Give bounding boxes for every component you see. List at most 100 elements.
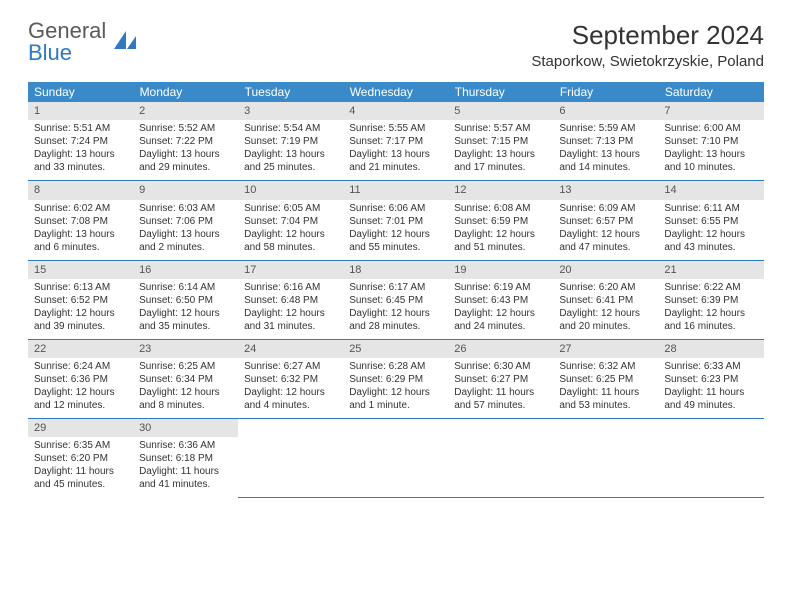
day-number-cell: 27 [553, 339, 658, 358]
day-content-cell: Sunrise: 6:06 AMSunset: 7:01 PMDaylight:… [343, 200, 448, 261]
day-header: Sunday [28, 82, 133, 102]
sunset-text: Sunset: 6:41 PM [559, 294, 652, 307]
daylight-text: Daylight: 11 hours and 57 minutes. [454, 386, 547, 412]
day-number-cell [658, 419, 763, 438]
day-header: Thursday [448, 82, 553, 102]
day-number-cell: 19 [448, 260, 553, 279]
sunrise-text: Sunrise: 6:25 AM [139, 360, 232, 373]
sunset-text: Sunset: 6:59 PM [454, 215, 547, 228]
sunset-text: Sunset: 6:45 PM [349, 294, 442, 307]
sunrise-text: Sunrise: 5:52 AM [139, 122, 232, 135]
sunrise-text: Sunrise: 6:08 AM [454, 202, 547, 215]
daylight-text: Daylight: 11 hours and 53 minutes. [559, 386, 652, 412]
day-number-cell: 1 [28, 102, 133, 120]
sunrise-text: Sunrise: 6:32 AM [559, 360, 652, 373]
sunset-text: Sunset: 7:13 PM [559, 135, 652, 148]
daylight-text: Daylight: 12 hours and 35 minutes. [139, 307, 232, 333]
sunrise-text: Sunrise: 5:54 AM [244, 122, 337, 135]
day-number-cell: 13 [553, 181, 658, 200]
daylight-text: Daylight: 12 hours and 28 minutes. [349, 307, 442, 333]
daylight-text: Daylight: 12 hours and 55 minutes. [349, 228, 442, 254]
sunset-text: Sunset: 7:17 PM [349, 135, 442, 148]
daynum-row: 22232425262728 [28, 339, 764, 358]
sunset-text: Sunset: 7:01 PM [349, 215, 442, 228]
daylight-text: Daylight: 13 hours and 6 minutes. [34, 228, 127, 254]
sunrise-text: Sunrise: 6:36 AM [139, 439, 232, 452]
daylight-text: Daylight: 11 hours and 45 minutes. [34, 465, 127, 491]
daynum-row: 1234567 [28, 102, 764, 120]
day-content-cell [658, 437, 763, 497]
day-number-cell: 4 [343, 102, 448, 120]
day-number-cell: 24 [238, 339, 343, 358]
daylight-text: Daylight: 12 hours and 31 minutes. [244, 307, 337, 333]
sunrise-text: Sunrise: 6:05 AM [244, 202, 337, 215]
content-row: Sunrise: 6:13 AMSunset: 6:52 PMDaylight:… [28, 279, 764, 340]
sunrise-text: Sunrise: 6:20 AM [559, 281, 652, 294]
day-content-cell: Sunrise: 6:25 AMSunset: 6:34 PMDaylight:… [133, 358, 238, 419]
day-header-row: Sunday Monday Tuesday Wednesday Thursday… [28, 82, 764, 102]
sail-icon [112, 29, 138, 56]
day-content-cell: Sunrise: 6:02 AMSunset: 7:08 PMDaylight:… [28, 200, 133, 261]
sunset-text: Sunset: 7:24 PM [34, 135, 127, 148]
day-header: Tuesday [238, 82, 343, 102]
daylight-text: Daylight: 13 hours and 25 minutes. [244, 148, 337, 174]
sunrise-text: Sunrise: 6:27 AM [244, 360, 337, 373]
daylight-text: Daylight: 13 hours and 10 minutes. [664, 148, 757, 174]
sunset-text: Sunset: 6:23 PM [664, 373, 757, 386]
sunset-text: Sunset: 6:55 PM [664, 215, 757, 228]
day-content-cell: Sunrise: 6:20 AMSunset: 6:41 PMDaylight:… [553, 279, 658, 340]
daylight-text: Daylight: 13 hours and 29 minutes. [139, 148, 232, 174]
daylight-text: Daylight: 11 hours and 41 minutes. [139, 465, 232, 491]
day-content-cell: Sunrise: 5:52 AMSunset: 7:22 PMDaylight:… [133, 120, 238, 181]
day-header: Wednesday [343, 82, 448, 102]
daylight-text: Daylight: 12 hours and 43 minutes. [664, 228, 757, 254]
sunset-text: Sunset: 7:15 PM [454, 135, 547, 148]
sunrise-text: Sunrise: 6:22 AM [664, 281, 757, 294]
day-content-cell: Sunrise: 5:57 AMSunset: 7:15 PMDaylight:… [448, 120, 553, 181]
daylight-text: Daylight: 12 hours and 4 minutes. [244, 386, 337, 412]
day-number-cell: 5 [448, 102, 553, 120]
sunset-text: Sunset: 6:20 PM [34, 452, 127, 465]
day-content-cell [238, 437, 343, 497]
daylight-text: Daylight: 12 hours and 24 minutes. [454, 307, 547, 333]
day-number-cell: 17 [238, 260, 343, 279]
day-content-cell: Sunrise: 6:30 AMSunset: 6:27 PMDaylight:… [448, 358, 553, 419]
day-number-cell [343, 419, 448, 438]
sunrise-text: Sunrise: 5:59 AM [559, 122, 652, 135]
sunrise-text: Sunrise: 6:14 AM [139, 281, 232, 294]
daynum-row: 15161718192021 [28, 260, 764, 279]
day-content-cell: Sunrise: 6:05 AMSunset: 7:04 PMDaylight:… [238, 200, 343, 261]
day-number-cell: 23 [133, 339, 238, 358]
day-number-cell: 7 [658, 102, 763, 120]
daylight-text: Daylight: 12 hours and 1 minute. [349, 386, 442, 412]
day-number-cell [448, 419, 553, 438]
day-content-cell: Sunrise: 6:28 AMSunset: 6:29 PMDaylight:… [343, 358, 448, 419]
sunset-text: Sunset: 6:25 PM [559, 373, 652, 386]
day-content-cell: Sunrise: 6:33 AMSunset: 6:23 PMDaylight:… [658, 358, 763, 419]
sunrise-text: Sunrise: 6:03 AM [139, 202, 232, 215]
day-number-cell: 20 [553, 260, 658, 279]
day-number-cell: 30 [133, 419, 238, 438]
day-number-cell: 21 [658, 260, 763, 279]
day-number-cell: 28 [658, 339, 763, 358]
day-number-cell: 16 [133, 260, 238, 279]
sunrise-text: Sunrise: 6:28 AM [349, 360, 442, 373]
sunrise-text: Sunrise: 6:11 AM [664, 202, 757, 215]
content-row: Sunrise: 6:35 AMSunset: 6:20 PMDaylight:… [28, 437, 764, 497]
sunset-text: Sunset: 6:50 PM [139, 294, 232, 307]
sunrise-text: Sunrise: 6:17 AM [349, 281, 442, 294]
day-content-cell: Sunrise: 6:27 AMSunset: 6:32 PMDaylight:… [238, 358, 343, 419]
daylight-text: Daylight: 12 hours and 16 minutes. [664, 307, 757, 333]
sunset-text: Sunset: 6:27 PM [454, 373, 547, 386]
daylight-text: Daylight: 11 hours and 49 minutes. [664, 386, 757, 412]
daynum-row: 891011121314 [28, 181, 764, 200]
sunset-text: Sunset: 6:18 PM [139, 452, 232, 465]
day-number-cell: 8 [28, 181, 133, 200]
day-content-cell: Sunrise: 6:14 AMSunset: 6:50 PMDaylight:… [133, 279, 238, 340]
sunrise-text: Sunrise: 5:51 AM [34, 122, 127, 135]
content-row: Sunrise: 5:51 AMSunset: 7:24 PM Daylight:… [28, 120, 764, 181]
daynum-row: 2930 [28, 419, 764, 438]
sunrise-text: Sunrise: 5:57 AM [454, 122, 547, 135]
day-content-cell: Sunrise: 6:17 AMSunset: 6:45 PMDaylight:… [343, 279, 448, 340]
day-content-cell: Sunrise: 6:36 AMSunset: 6:18 PMDaylight:… [133, 437, 238, 497]
